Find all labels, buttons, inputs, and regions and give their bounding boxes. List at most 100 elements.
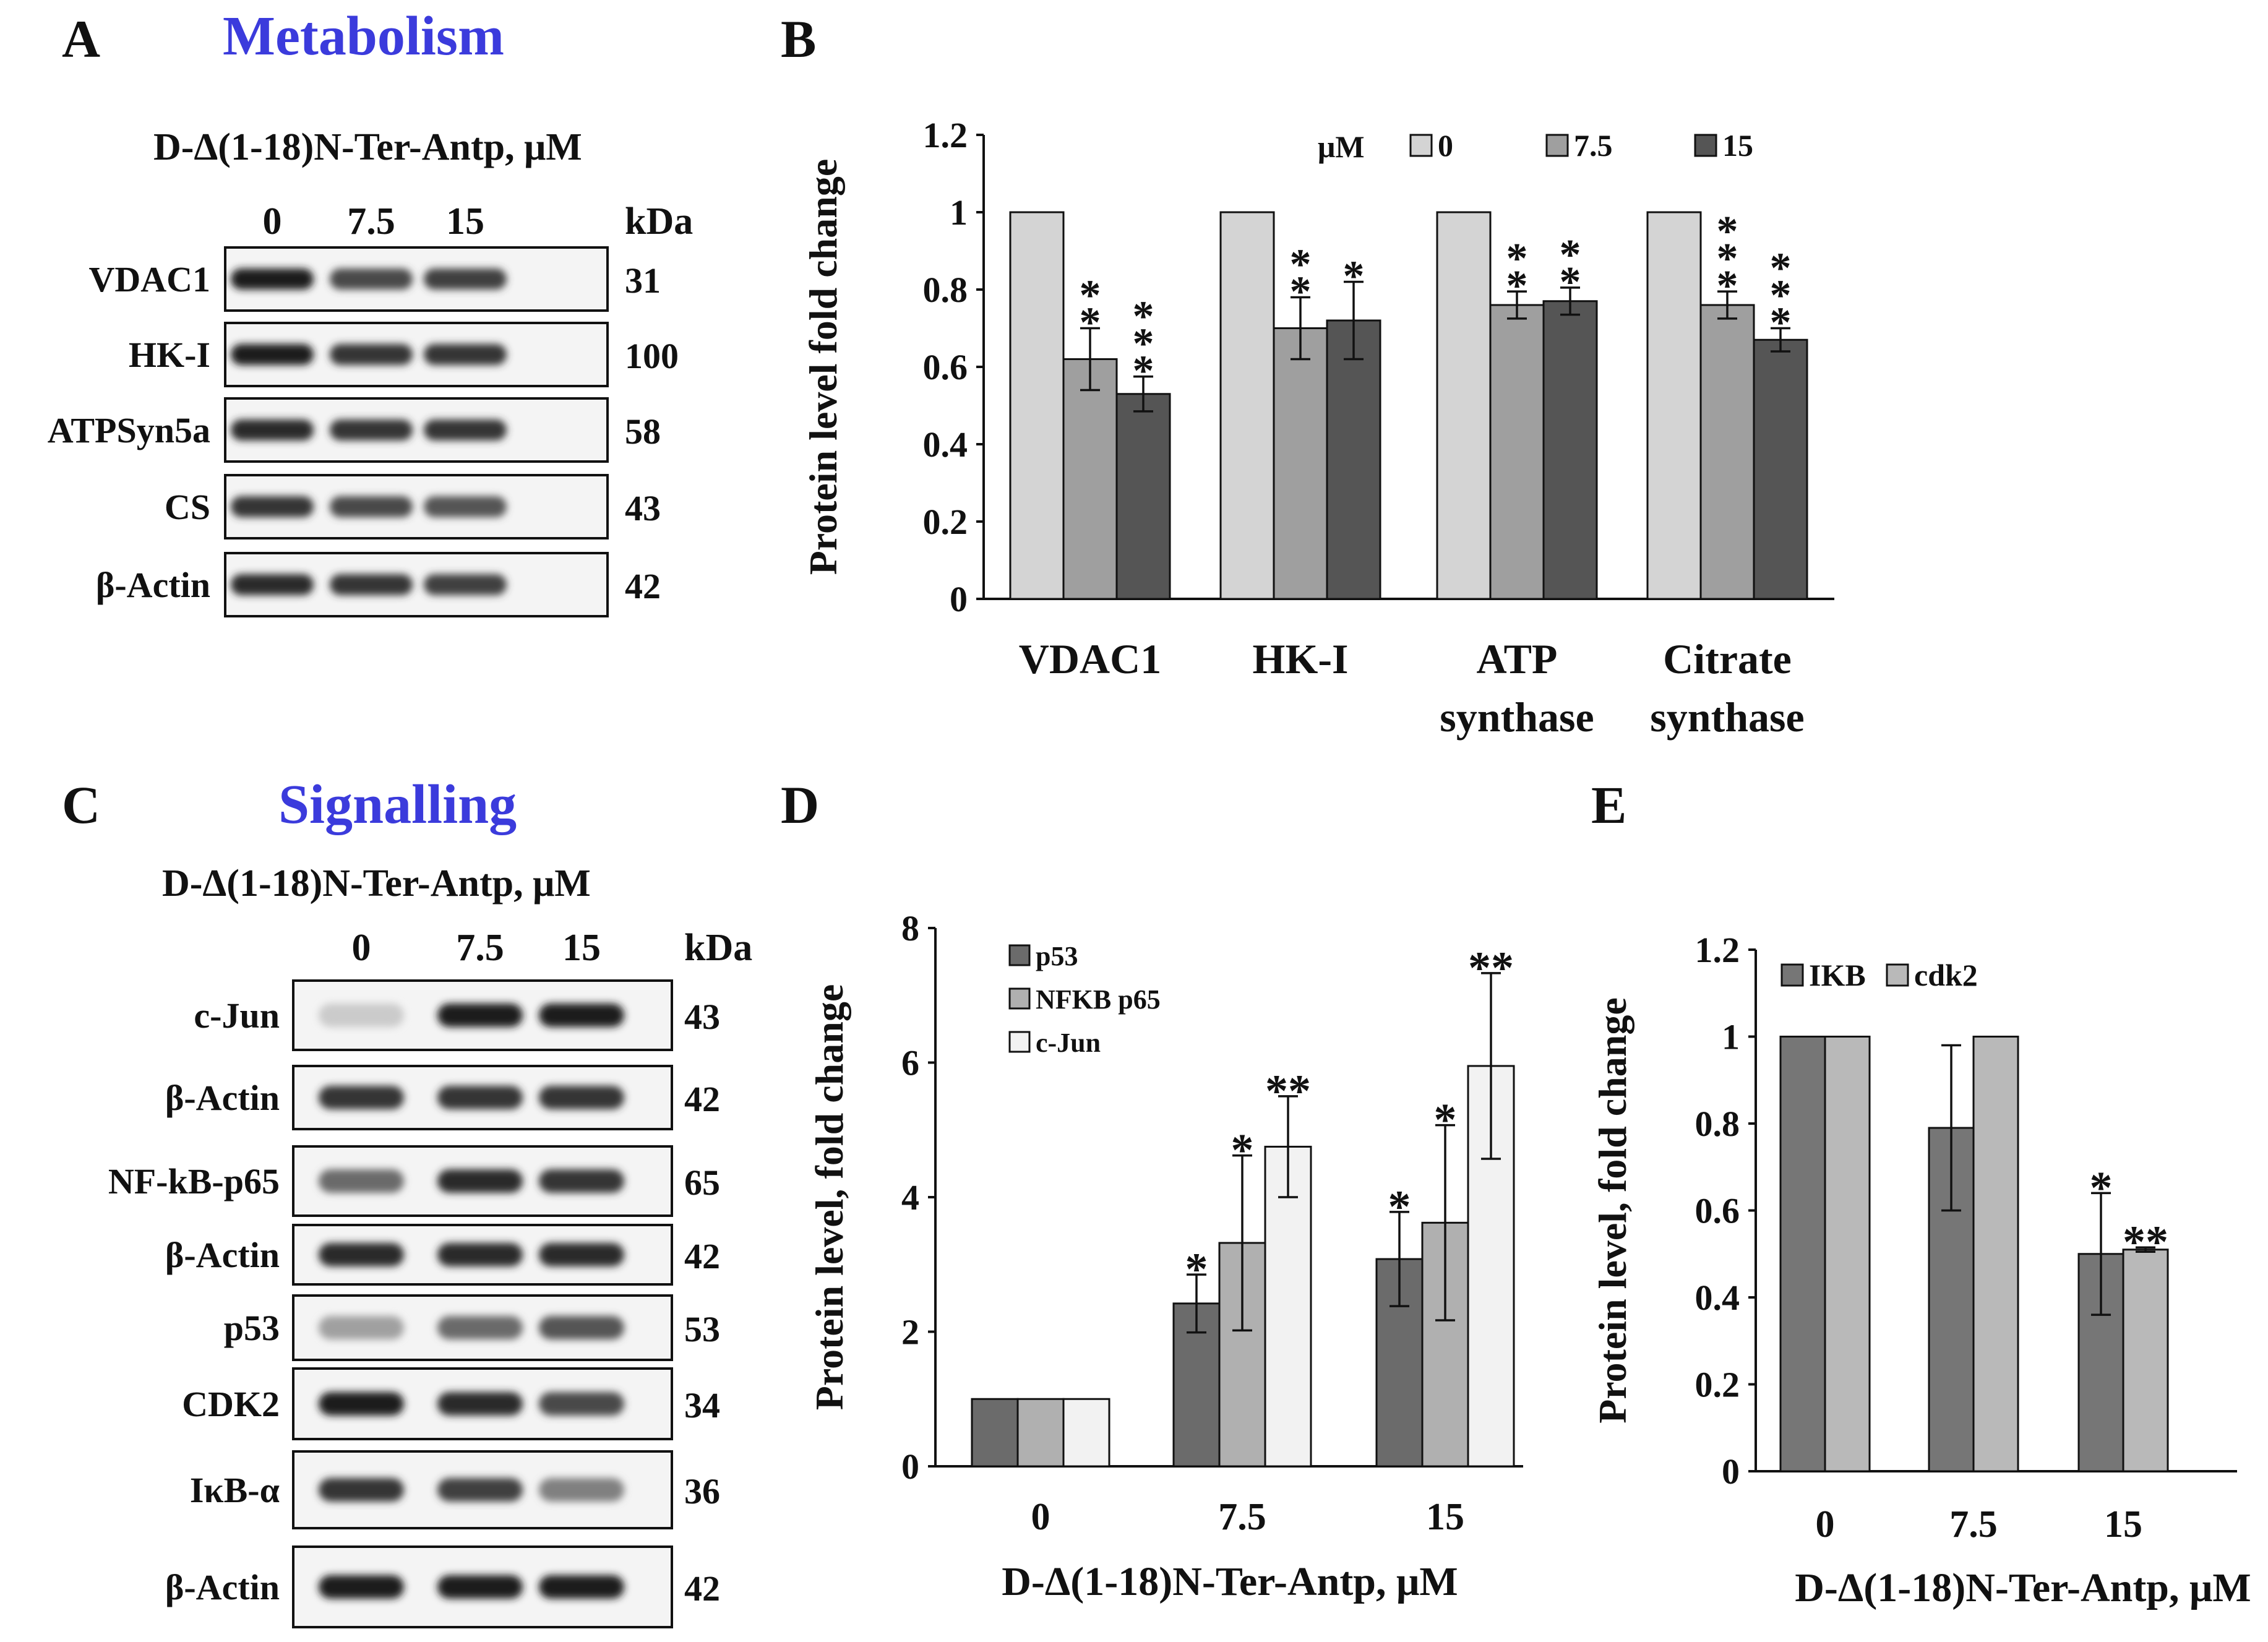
significance-star: * [1133,320,1154,368]
significance-stars: * [1388,1182,1411,1232]
blot-label: β-Actin [165,1567,280,1607]
category-label: synthase [1650,694,1804,741]
significance-star: * [1080,272,1101,320]
bar [1824,1036,1871,1472]
blot-band [437,1478,523,1502]
legend-swatch [1780,963,1804,987]
bar [1699,304,1755,600]
y-axis-label: Protein level fold change [801,159,845,575]
lane-label: 15 [562,927,601,969]
panel-d-letter: D [781,775,819,835]
x-axis-label: D-Δ(1-18)N-Ter-Antp, μM [1795,1565,2251,1610]
blot-band [424,574,507,595]
category-label: 7.5 [1949,1503,1998,1545]
blot-band [319,1392,404,1416]
y-tick-label: 1 [950,192,968,233]
category-label: HK-I [1253,635,1349,682]
blot-label: β-Actin [96,565,210,605]
blot-band [231,574,314,595]
blot-label: c-Jun [194,995,280,1036]
bar [1972,1036,2019,1472]
blot-band [319,1243,404,1266]
kda-header: kDa [625,200,693,243]
blot-band [539,1316,624,1339]
blot-band [437,1086,523,1109]
significance-stars: ** [2123,1217,2168,1268]
x-axis-label: D-Δ(1-18)N-Ter-Antp, μM [1002,1559,1458,1604]
blot-label: NF-kB-p65 [108,1161,280,1201]
y-tick-label: 0 [1722,1451,1740,1492]
significance-star: * [1560,259,1581,306]
blot-band [319,1169,404,1193]
lane-label: 15 [446,200,484,243]
significance-star: * [1080,299,1101,347]
blot-kda: 36 [684,1471,720,1511]
bar [2122,1249,2169,1472]
panel-c-treatment-label: D-Δ(1-18)N-Ter-Antp, μM [162,862,591,905]
blot-label: CDK2 [182,1384,280,1424]
legend-label: IKB [1809,958,1866,992]
bar [1062,1398,1110,1468]
category-label: 15 [2104,1503,2142,1545]
legend-label: 7.5 [1574,128,1613,163]
significance-star: * [1290,269,1312,316]
y-tick-label: 0.4 [923,424,968,465]
blot-band [231,496,314,517]
legend-label: p53 [1036,941,1078,971]
blot-kda: 43 [684,997,720,1037]
bar [1273,327,1328,600]
category-label: 7.5 [1218,1496,1266,1538]
significance-star: * [1290,241,1312,289]
blot-kda: 42 [625,566,661,606]
y-tick-label: 1 [1722,1017,1740,1057]
significance-star: * [1133,348,1154,395]
bar [1009,211,1065,600]
blot-kda: 43 [625,488,661,528]
blot-band [539,1243,624,1266]
y-axis-label: Protein level, fold change [1591,997,1634,1424]
blot-band [539,1169,624,1193]
blot-label: ATPSyn5a [48,410,210,450]
blot-band [319,1004,404,1027]
blot-band [319,1086,404,1109]
kda-header: kDa [684,927,752,969]
significance-stars: * [1434,1095,1457,1146]
blot-label: β-Actin [165,1078,280,1118]
category-label: ATP [1477,635,1558,682]
blot-band [330,269,413,290]
blot-band [330,496,413,517]
legend-title: μM [1318,129,1365,164]
bar [1489,304,1545,600]
bar [1115,393,1171,600]
significance-stars: * [2090,1163,2113,1213]
chart-b: 0 0.2 0.4 0.6 0.8 1 1.2 Protein level fold chan… [801,115,1834,741]
blot-kda: 58 [625,411,661,452]
y-axis-label: Protein level, fold change [807,984,851,1411]
y-tick-label: 6 [901,1043,919,1083]
blot-band [437,1169,523,1193]
lane-label: 0 [352,927,371,969]
significance-star: * [1133,293,1154,341]
blot-kda: 42 [684,1079,720,1119]
blot-band [539,1392,624,1416]
panel-a-letter: A [62,9,100,69]
blot-band [319,1575,404,1599]
bar [1542,300,1598,600]
panel-a: A Metabolism D-Δ(1-18)N-Ter-Antp, μM 0 7.… [48,6,693,617]
bar [1436,211,1492,600]
blot-band [424,344,507,365]
blot-band [437,1316,523,1339]
blot-label: CS [165,487,210,527]
category-label: synthase [1440,694,1594,741]
bar [1753,338,1808,600]
bar [1016,1398,1065,1468]
bar [971,1398,1019,1468]
panel-a-blot: 0 7.5 15 kDa VDAC1 31 HK-I 100 ATPSyn5a 58 CS 43 β-A… [48,200,693,617]
significance-star: * [1770,299,1792,347]
y-tick-label: 1.2 [923,115,968,155]
blot-kda: 65 [684,1163,720,1203]
blot-band [319,1478,404,1502]
legend-swatch [1008,1031,1031,1053]
